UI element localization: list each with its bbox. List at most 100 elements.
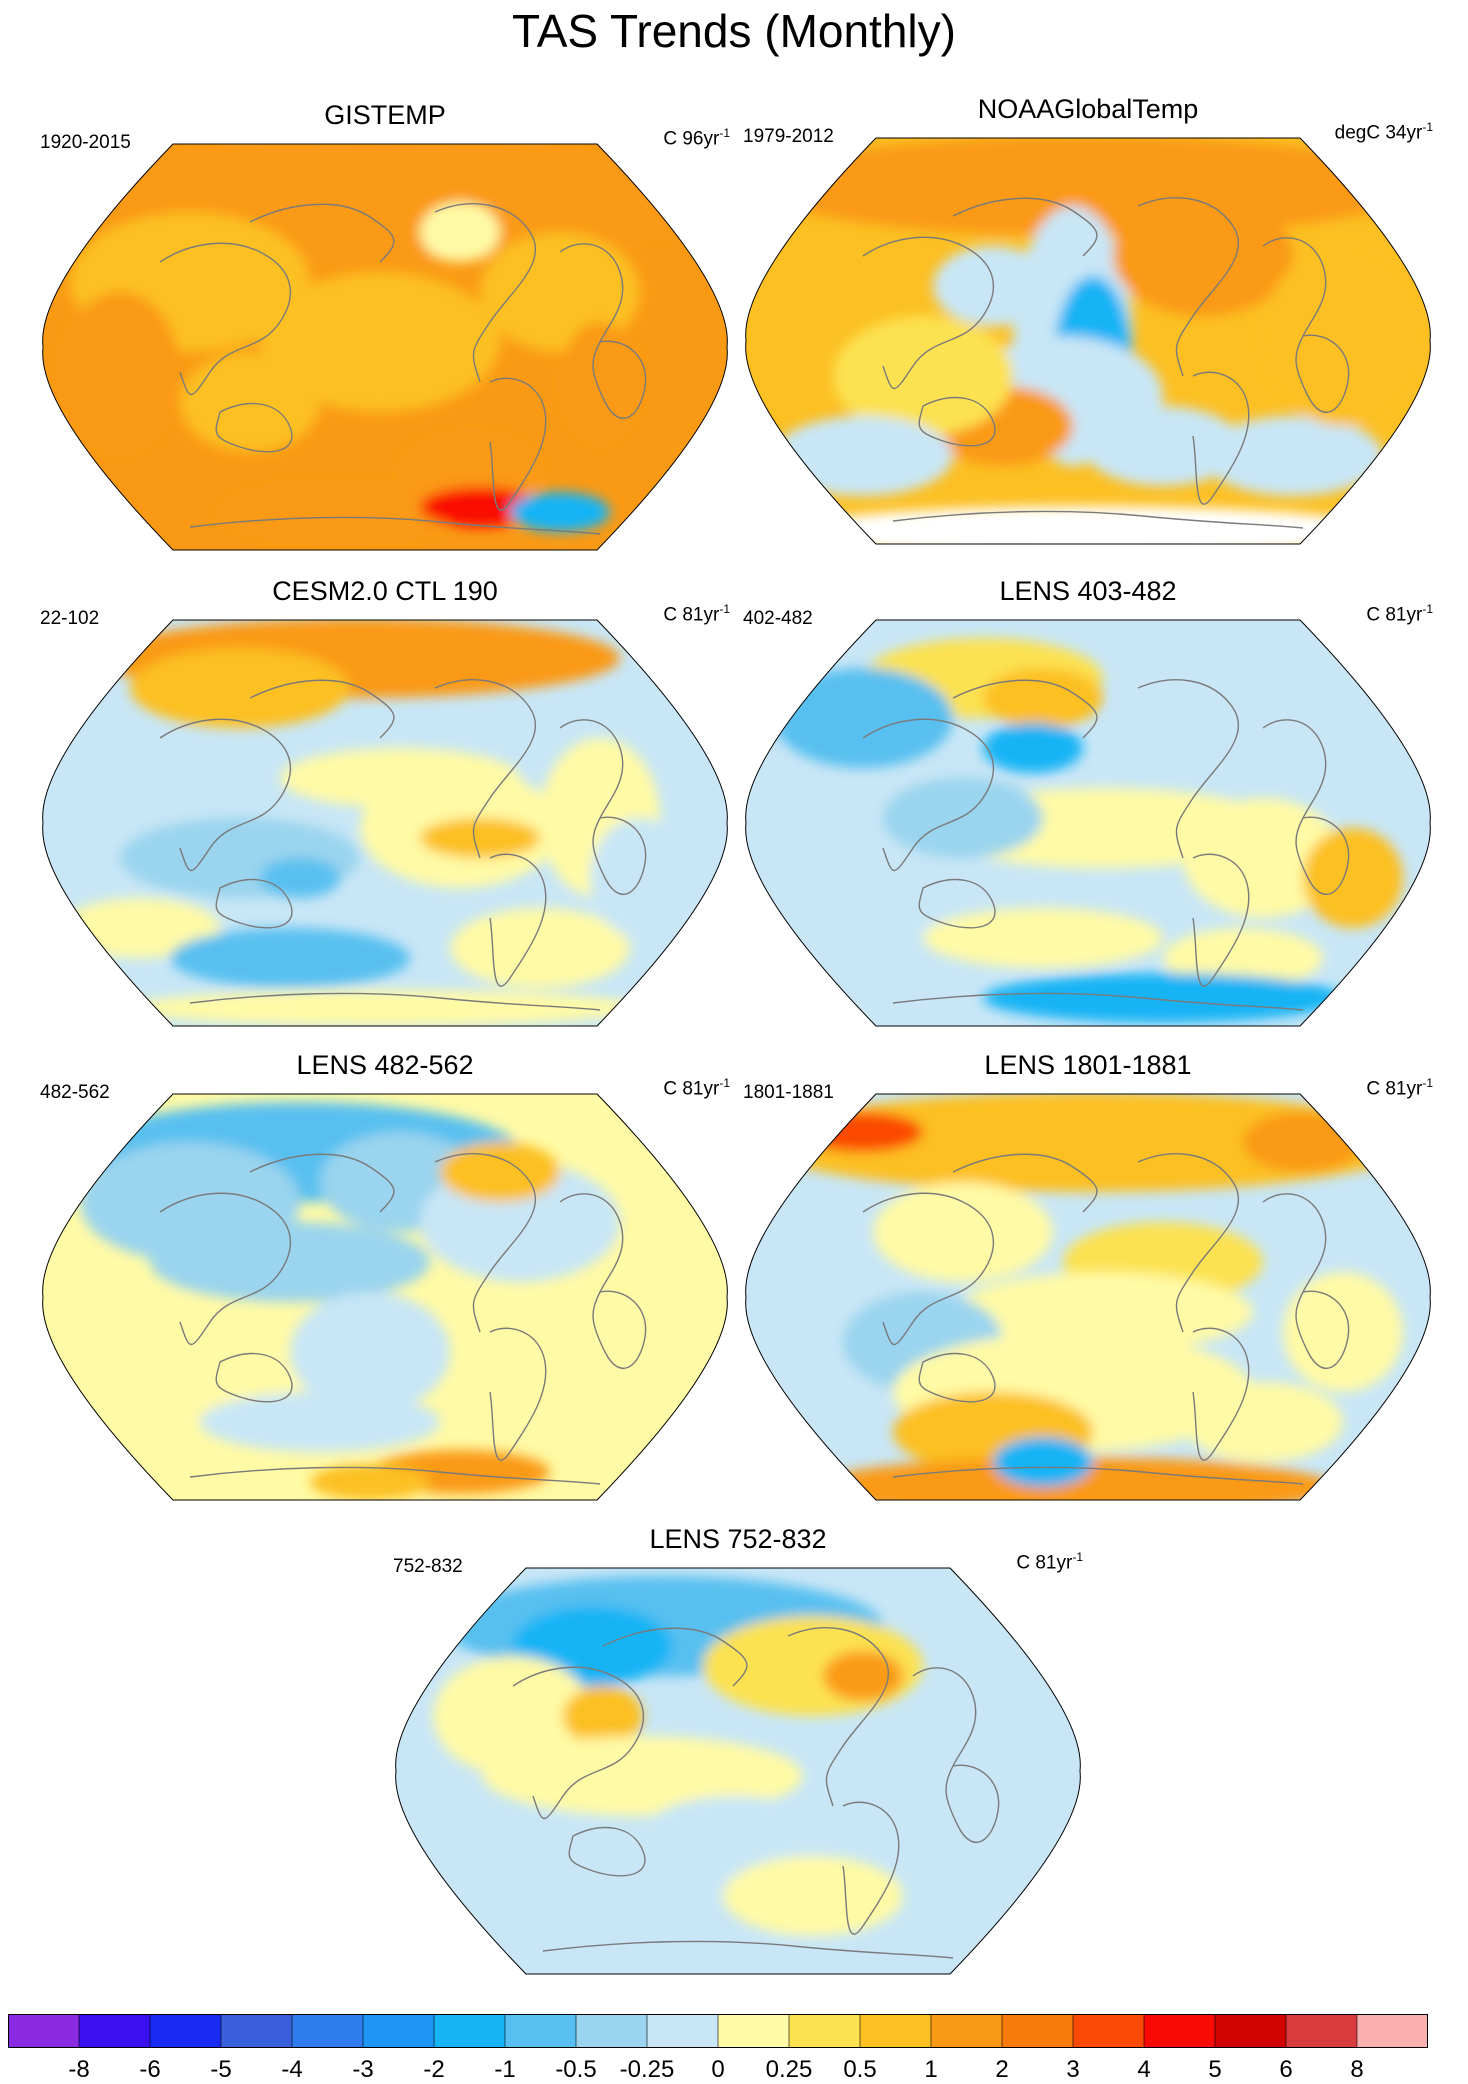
colorbar-tick-label: 0.25 [765, 2056, 813, 2083]
robinson-map [42, 619, 728, 1027]
trend-contour-region [773, 416, 953, 496]
colorbar-swatch [1144, 2014, 1216, 2048]
coastline [1192, 1327, 1250, 1461]
trend-contour-region [420, 202, 500, 262]
panel-units: degC 34yr-1 [1334, 120, 1433, 144]
robinson-map [395, 1567, 1081, 1975]
robinson-map [745, 137, 1431, 545]
trend-contour-region [533, 1936, 853, 1974]
trend-contour-region [150, 1222, 430, 1302]
coastline [159, 1192, 291, 1345]
trend-contour-region [983, 973, 1343, 1023]
temperature-trend-field [42, 1094, 728, 1500]
coastline [952, 679, 1098, 739]
trend-contour-region [1163, 928, 1323, 988]
coastline [434, 203, 537, 383]
colorbar-tick-label: 4 [1137, 2056, 1151, 2083]
coastline [215, 1352, 293, 1403]
trend-contour-region [1113, 196, 1293, 316]
colorbar-swatch [1215, 2014, 1287, 2048]
figure-title: TAS Trends (Monthly) [512, 5, 956, 57]
robinson-map [42, 1093, 728, 1501]
trend-contour-region [540, 1282, 660, 1422]
panel-period: 402-482 [743, 608, 813, 629]
coastline [489, 853, 547, 987]
map-panel-lens-403: LENS 403-482 402-482 C 81yr-1 [743, 576, 1433, 1027]
coastline [592, 816, 647, 896]
coastline [559, 719, 624, 819]
map-border [42, 143, 728, 551]
coastline [568, 1826, 646, 1877]
coastline [1192, 853, 1250, 987]
trend-contour-region [1303, 828, 1403, 928]
trend-contour-region [60, 292, 180, 452]
coastline [1295, 816, 1350, 896]
temperature-trend-field [745, 620, 1431, 1026]
trend-contour-region [420, 487, 540, 527]
coastline [862, 718, 994, 871]
map-border [42, 1093, 728, 1501]
colorbar-tick-label: 5 [1208, 2056, 1222, 2083]
coastline [787, 1627, 890, 1807]
panel-title: NOAAGlobalTemp [977, 94, 1199, 124]
panel-units: C 81yr-1 [1366, 602, 1433, 626]
coastline [918, 396, 996, 447]
coastline [249, 679, 395, 739]
trend-contour-region [873, 1182, 1053, 1282]
trend-contour-region [723, 1856, 903, 1936]
panel-units: C 81yr-1 [663, 602, 730, 626]
trend-contour-region [923, 908, 1163, 968]
trend-contour-region [260, 858, 340, 898]
panel-period: 482-562 [40, 1082, 110, 1103]
trend-contour-region [180, 352, 320, 452]
map-border [745, 1093, 1431, 1501]
map-panel-gistemp: GISTEMP 1920-2015 C 96yr-1 [40, 100, 730, 551]
coastline [1262, 719, 1327, 819]
coastline [952, 197, 1098, 257]
panel-units: C 96yr-1 [663, 126, 730, 150]
panel-title: LENS 403-482 [999, 576, 1177, 606]
colorbar-tick-label: 1 [924, 2056, 938, 2083]
trend-contour-region [1083, 406, 1243, 486]
coastline [602, 1627, 748, 1687]
trend-contour-region [220, 482, 460, 542]
coastline [892, 510, 1304, 529]
trend-contour-region [758, 1094, 1418, 1192]
trend-contour-region [420, 818, 540, 858]
panel-period: 1920-2015 [40, 132, 131, 153]
coastline [559, 1193, 624, 1293]
trend-contour-region [1203, 416, 1383, 496]
panel-title: GISTEMP [324, 100, 446, 130]
colorbar-swatch [931, 2014, 1003, 2048]
trend-contour-region [450, 908, 630, 988]
coastline [1192, 371, 1250, 505]
colorbar-tick-label: -2 [423, 2056, 445, 2083]
colorbar-swatch [434, 2014, 506, 2048]
map-border [42, 619, 728, 1027]
map-border [395, 1567, 1081, 1975]
coastline [434, 679, 537, 859]
coastline [159, 718, 291, 871]
temperature-trend-field [395, 1568, 1081, 1974]
colorbar-tick-label: 6 [1279, 2056, 1293, 2083]
trend-contour-region [953, 1272, 1253, 1352]
map-panel-lens-1801: LENS 1801-1881 1801-1881 C 81yr-1 [743, 1050, 1433, 1501]
coastline [542, 1940, 954, 1959]
coastline [1295, 334, 1350, 414]
temperature-trend-field [42, 620, 728, 1026]
panel-units: C 81yr-1 [1366, 1076, 1433, 1100]
trend-contour-region [260, 272, 500, 412]
panel-period: 1801-1881 [743, 1082, 834, 1103]
coastline [892, 992, 1304, 1011]
coastline [912, 1667, 977, 1767]
coastline [862, 236, 994, 389]
coastline [1262, 1193, 1327, 1293]
colorbar-swatch [1357, 2014, 1428, 2048]
panel-period: 1979-2012 [743, 126, 834, 147]
trend-contour-region [440, 1142, 560, 1202]
map-border [745, 137, 1431, 545]
map-panel-lens-482: LENS 482-562 482-562 C 81yr-1 [40, 1050, 730, 1501]
panel-period: 752-832 [393, 1556, 463, 1577]
colorbar-tick-label: 3 [1066, 2056, 1080, 2083]
colorbar-swatch [789, 2014, 861, 2048]
